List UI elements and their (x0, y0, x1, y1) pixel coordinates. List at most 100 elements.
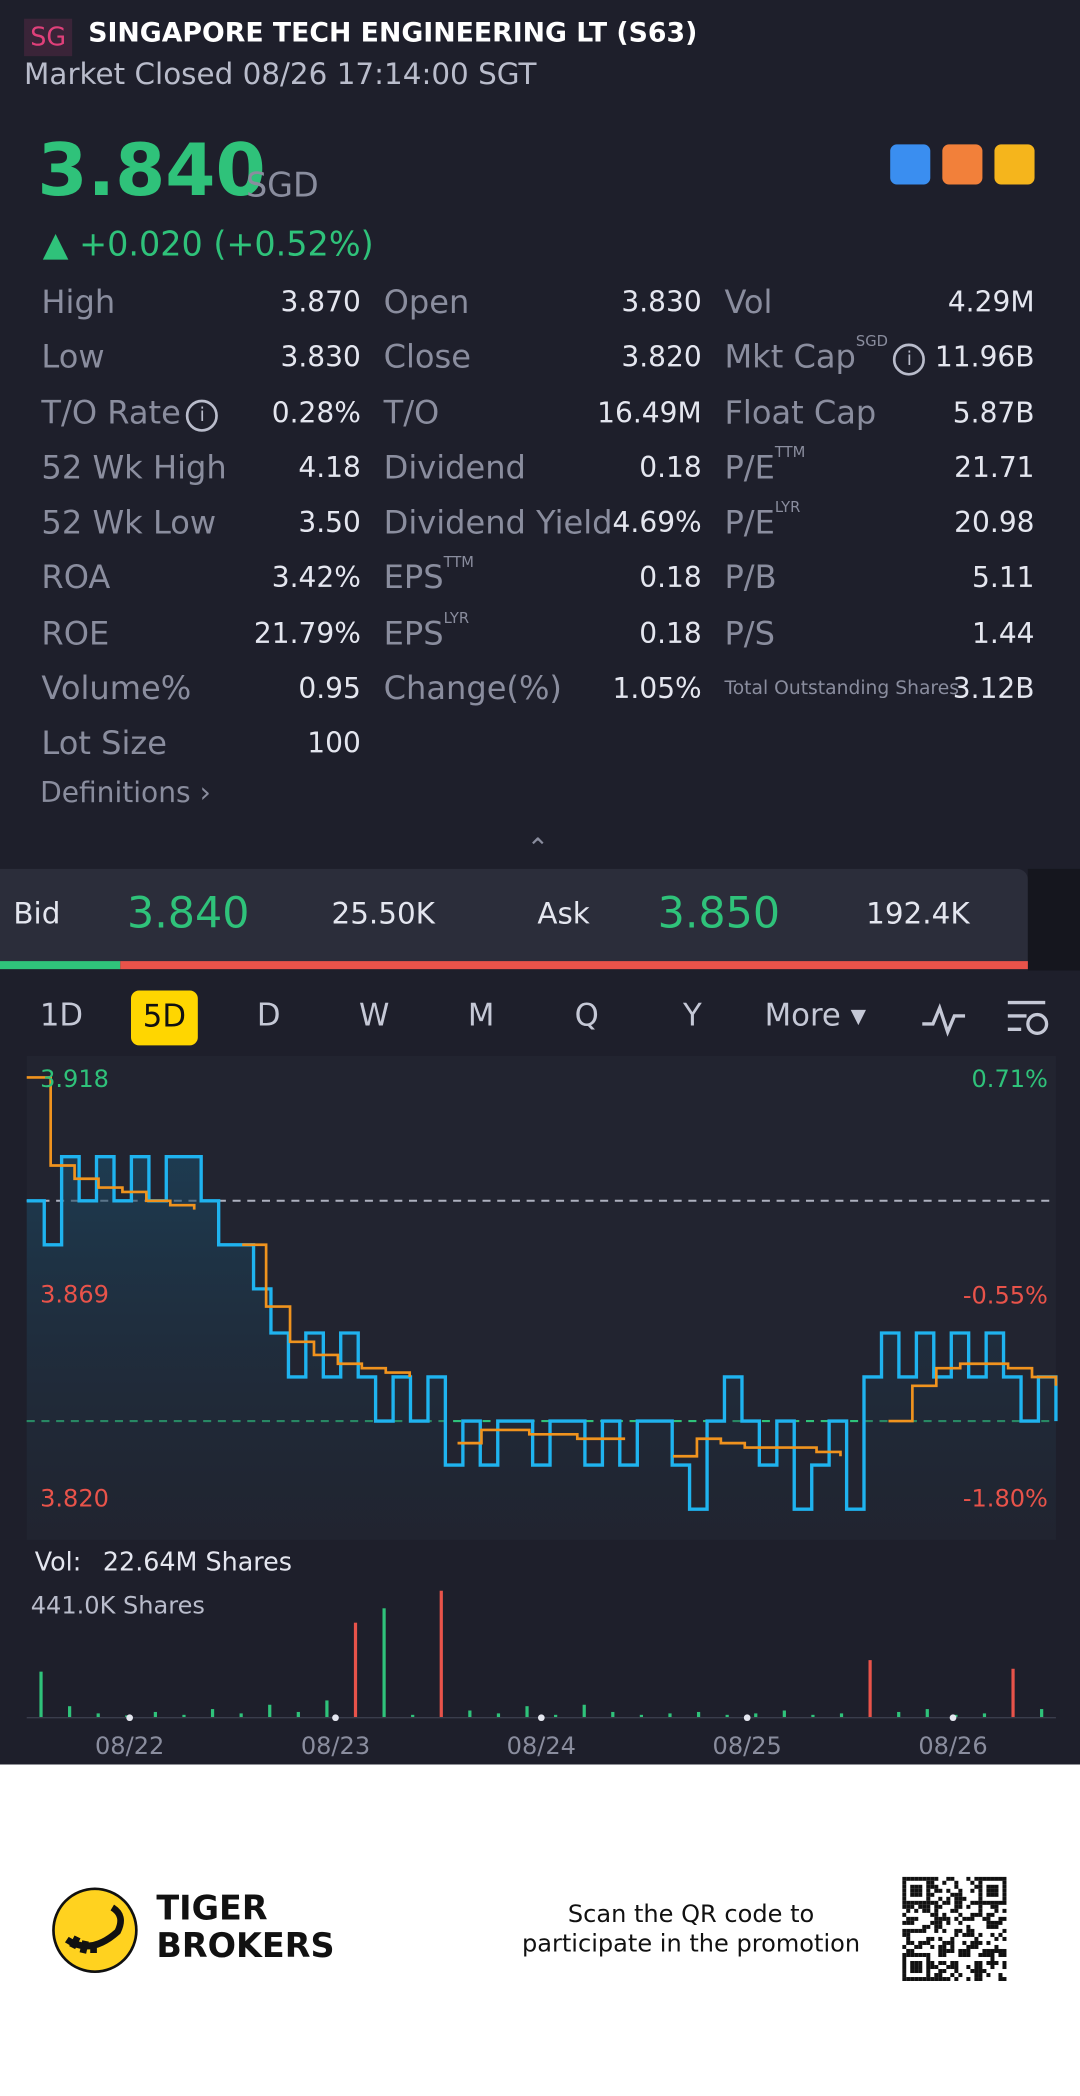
stat-value: 0.18 (639, 617, 702, 650)
qr-cell (914, 1900, 919, 1905)
qr-cell (938, 1920, 943, 1925)
qr-cell (970, 1916, 975, 1921)
date-dot (537, 1714, 545, 1722)
qr-cell (950, 1965, 955, 1970)
qr-cell (918, 1888, 923, 1893)
volume-bar (153, 1711, 157, 1718)
qr-cell (962, 1896, 967, 1901)
qr-cell (926, 1965, 931, 1970)
bid-size: 25.50K (331, 898, 435, 932)
qr-cell (998, 1916, 1003, 1921)
tab[interactable]: M (467, 998, 495, 1034)
volume-bar (839, 1713, 844, 1718)
label-sup: TTM (443, 553, 475, 571)
qr-cell (902, 1977, 907, 1982)
qr-cell (946, 1977, 951, 1982)
tab[interactable]: 5D (130, 990, 198, 1046)
qr-cell (978, 1977, 983, 1982)
qr-cell (966, 1948, 971, 1953)
tab[interactable]: More ▾ (764, 998, 867, 1034)
tab[interactable]: Y (682, 998, 702, 1034)
qr-cell (966, 1904, 971, 1909)
definitions-link[interactable]: Definitions › (40, 776, 211, 809)
qr-cell (990, 1892, 995, 1897)
tab[interactable]: 1D (39, 998, 84, 1034)
qr-cell (910, 1965, 915, 1970)
volume-bar (268, 1704, 272, 1718)
qr-cell (926, 1969, 931, 1974)
volume-bar (1040, 1709, 1044, 1718)
qr-cell (942, 1948, 947, 1953)
qr-code[interactable] (902, 1876, 1007, 1982)
price-line (672, 1437, 842, 1458)
qr-cell (934, 1916, 939, 1921)
qr-cell (1002, 1900, 1007, 1905)
indicator-icon[interactable] (920, 1000, 968, 1037)
ask-size: 192.4K (866, 898, 970, 932)
label-text: ROE (41, 614, 110, 653)
tab[interactable]: W (359, 998, 390, 1034)
stat-label: P/S (724, 615, 775, 652)
qr-cell (906, 1977, 911, 1982)
stat-value: 3.830 (280, 340, 361, 373)
qr-cell (974, 1876, 979, 1881)
qr-cell (978, 1888, 983, 1893)
qr-cell (986, 1876, 991, 1881)
stat-value: 3.12B (952, 672, 1035, 705)
tab[interactable]: Q (574, 998, 599, 1034)
label-text: Lot Size (41, 724, 167, 762)
qr-cell (938, 1960, 943, 1966)
qr-cell (974, 1944, 979, 1949)
info-icon[interactable]: i (893, 343, 926, 376)
stat-value: 0.28% (271, 397, 361, 430)
qr-cell (982, 1900, 987, 1905)
qr-cell (918, 1944, 923, 1949)
volume-bar (897, 1711, 901, 1718)
qr-cell (902, 1960, 907, 1966)
qr-cell (974, 1912, 979, 1917)
y-tick-label: 3.820 (40, 1485, 109, 1513)
qr-cell (994, 1908, 999, 1913)
qr-cell (922, 1928, 927, 1933)
label-text: Open (383, 283, 470, 321)
volume-bar (811, 1714, 815, 1718)
qr-cell (998, 1977, 1003, 1982)
qr-cell (966, 1932, 971, 1937)
info-icon[interactable]: i (186, 399, 219, 432)
qr-cell (1002, 1936, 1007, 1941)
qr-cell (970, 1944, 975, 1949)
promo-line: participate in the promotion (521, 1930, 861, 1959)
volume-bar (353, 1622, 358, 1718)
qr-cell (930, 1977, 935, 1982)
qr-cell (990, 1960, 995, 1966)
icon[interactable] (994, 144, 1035, 185)
icon[interactable] (890, 144, 931, 185)
settings-icon[interactable] (1005, 997, 1053, 1042)
qr-cell (962, 1932, 967, 1937)
date-dot (332, 1714, 339, 1722)
icon[interactable] (942, 144, 983, 185)
tab[interactable]: D (256, 998, 281, 1034)
qr-cell (986, 1900, 991, 1905)
qr-cell (958, 1952, 963, 1957)
qr-cell (922, 1924, 927, 1929)
stat-label: Vol (724, 283, 772, 320)
qr-cell (946, 1965, 951, 1970)
ask-label: Ask (537, 898, 590, 932)
volume-bar (525, 1706, 529, 1718)
qr-cell (926, 1956, 931, 1961)
qr-cell (906, 1876, 911, 1881)
qr-cell (982, 1876, 987, 1881)
qr-cell (926, 1888, 931, 1893)
qr-cell (938, 1973, 943, 1978)
definitions: Definitions (40, 776, 191, 809)
stat-value: 20.98 (954, 506, 1035, 539)
qr-cell (958, 1896, 963, 1901)
volume-bar (296, 1711, 300, 1718)
qr-cell (902, 1956, 907, 1961)
qr-cell (942, 1900, 947, 1905)
qr-cell (974, 1884, 979, 1889)
qr-cell (914, 1892, 919, 1897)
qr-cell (970, 1912, 975, 1917)
collapse[interactable]: ⌃ (526, 831, 550, 864)
